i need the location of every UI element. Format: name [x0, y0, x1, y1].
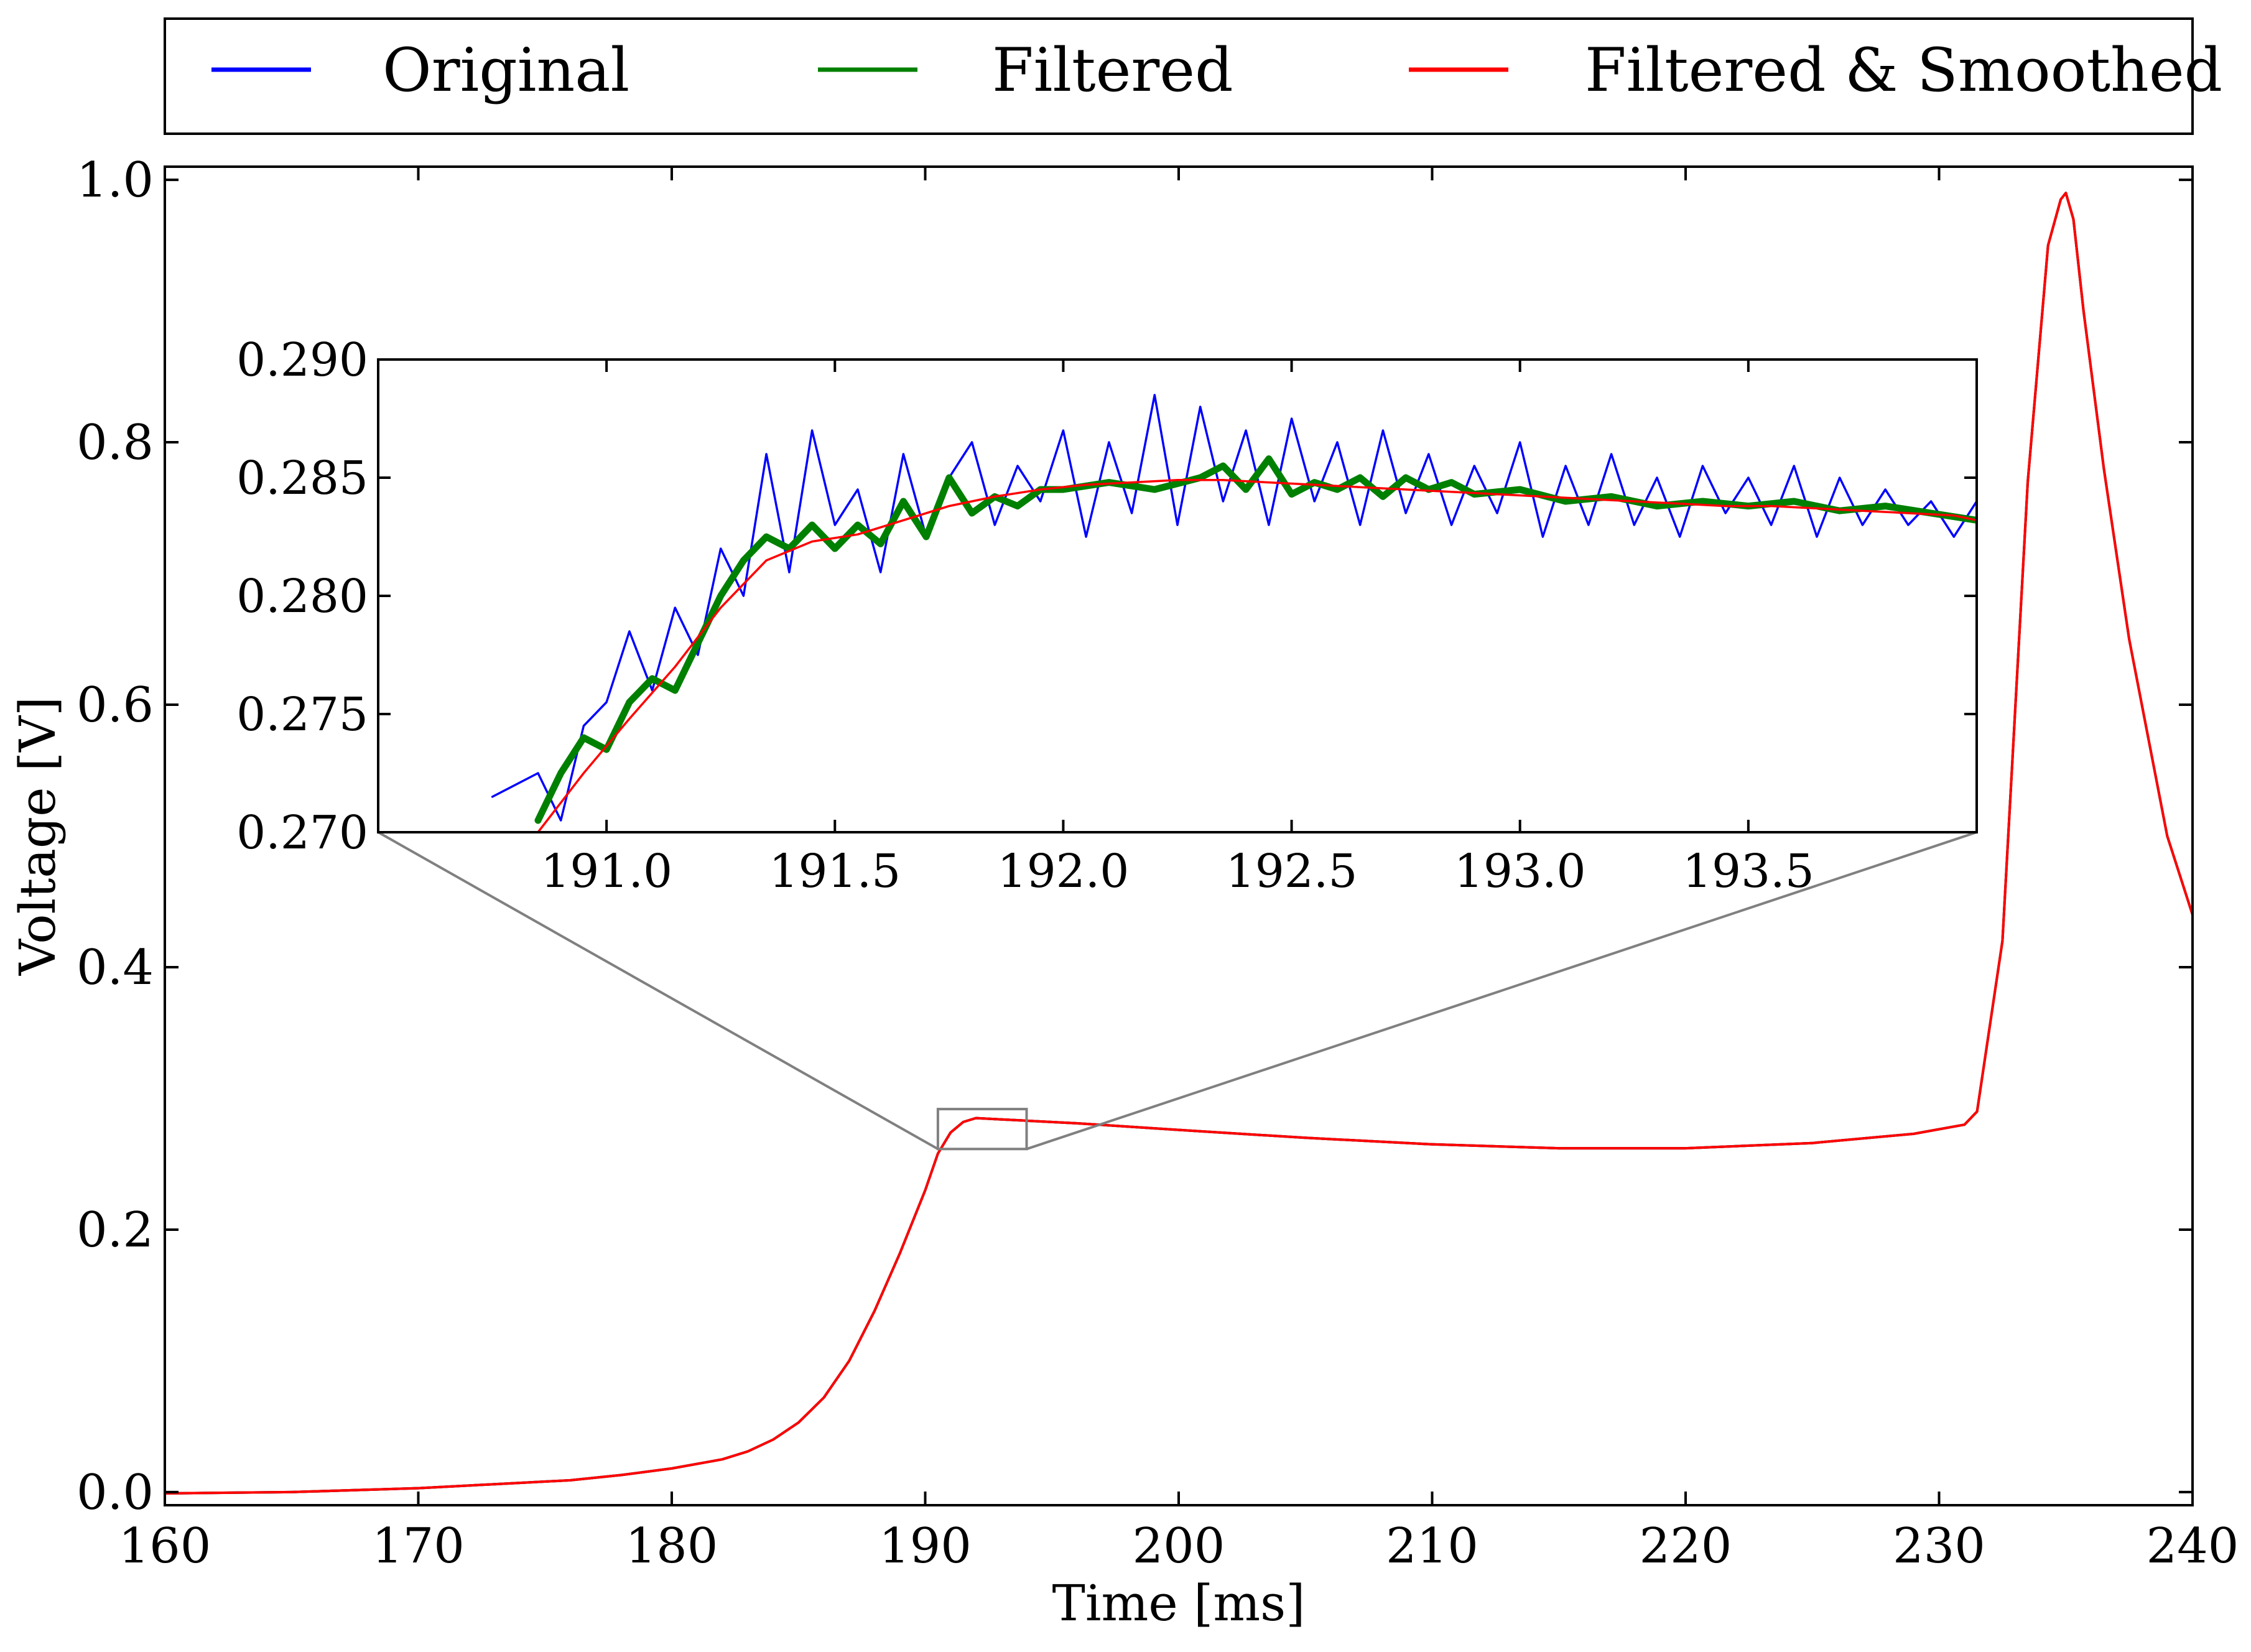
inset-x-tick-label: 193.5 [1682, 845, 1814, 898]
x-tick-label: 170 [372, 1518, 465, 1574]
x-tick-label: 230 [1893, 1518, 1985, 1574]
inset-y-ticks: 0.270 0.275 0.280 0.285 0.290 [236, 333, 1977, 860]
legend-entry-filtered-smoothed: Filtered & Smoothed [1585, 35, 2222, 105]
inset-x-tick-label: 191.5 [769, 845, 901, 898]
y-tick-label: 0.0 [77, 1465, 154, 1521]
inset-series-line-filtered [534, 455, 1977, 824]
x-tick-label: 240 [2147, 1518, 2239, 1574]
inset-y-tick-label: 0.270 [236, 806, 368, 860]
legend-frame [164, 17, 2194, 135]
legend-entry-filtered: Filtered [992, 35, 1233, 105]
inset-x-tick-label: 191.0 [541, 845, 672, 898]
inset-series-line-filtered-and-smoothed [537, 479, 1977, 832]
inset-x-tick-label: 192.0 [997, 845, 1129, 898]
inset-background [378, 360, 1977, 832]
x-tick-label: 220 [1640, 1518, 1732, 1574]
y-tick-label: 0.8 [77, 415, 154, 471]
inset-series-layer [491, 394, 1977, 832]
y-tick-label: 0.2 [77, 1202, 154, 1258]
x-tick-label: 200 [1133, 1518, 1225, 1574]
x-tick-label: 190 [879, 1518, 972, 1574]
legend: Original Filtered Filtered & Smoothed [164, 17, 2222, 135]
y-tick-label: 0.4 [77, 940, 154, 996]
y-tick-label: 1.0 [77, 152, 154, 208]
zoom-connector-right [1026, 831, 1977, 1151]
y-axis-label: Voltage [V] [9, 697, 67, 976]
main-y-ticks: 0.0 0.2 0.4 0.6 0.8 1.0 [77, 152, 2193, 1521]
x-tick-label: 160 [119, 1518, 211, 1574]
inset-y-tick-label: 0.275 [236, 688, 368, 741]
inset-y-tick-label: 0.280 [236, 570, 368, 623]
inset-x-tick-label: 193.0 [1454, 845, 1586, 898]
inset-axes: 191.0 191.5 192.0 192.5 193.0 193.5 0.2700.27… [236, 333, 1978, 898]
x-tick-label: 180 [626, 1518, 718, 1574]
main-axes: 160 170 180 190 200 210 220 230 240 0.0 0.2 0.4 0.6… [9, 152, 2239, 1632]
y-tick-label: 0.6 [77, 677, 154, 733]
inset-x-ticks: 191.0 191.5 192.0 192.5 193.0 193.5 [541, 360, 1814, 898]
zoom-indicator [378, 831, 1977, 1151]
inset-y-tick-label: 0.290 [236, 333, 368, 387]
zoom-box [936, 1108, 1028, 1151]
inset-x-tick-label: 192.5 [1226, 845, 1358, 898]
zoom-connector-left [378, 831, 939, 1151]
x-tick-label: 210 [1386, 1518, 1478, 1574]
x-axis-label: Time [ms] [1052, 1574, 1306, 1632]
inset-y-tick-label: 0.285 [236, 452, 368, 505]
main-x-ticks: 160 170 180 190 200 210 220 230 240 [119, 167, 2239, 1574]
legend-entry-original: Original [383, 35, 629, 105]
